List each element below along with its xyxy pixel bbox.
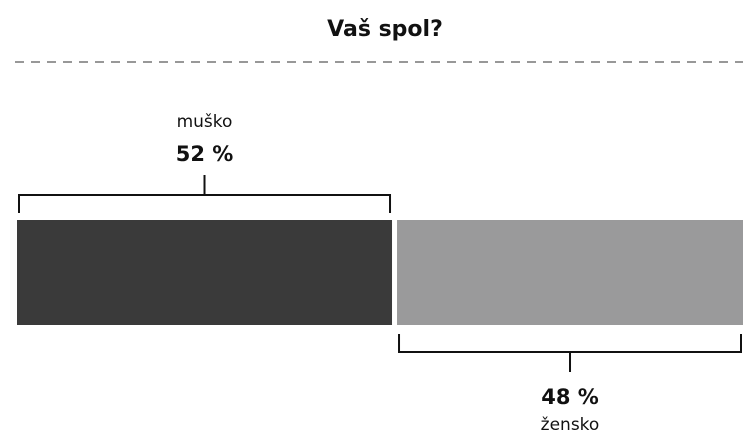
category-label: žensko	[541, 415, 600, 434]
value-label: 52 %	[176, 142, 234, 166]
chart-title: Vaš spol?	[327, 17, 443, 42]
bracket	[18, 175, 392, 213]
value-label: 48 %	[541, 385, 599, 409]
bracket	[398, 334, 742, 372]
bar-segment	[397, 220, 743, 325]
bar-segment	[17, 220, 393, 325]
category-label: muško	[177, 112, 233, 132]
